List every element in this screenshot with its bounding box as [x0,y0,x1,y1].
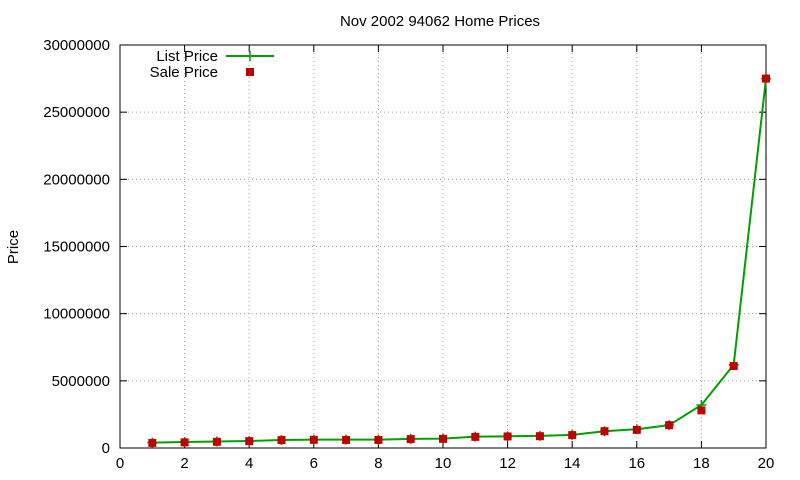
sale-price-point [439,434,447,443]
y-tick-label: 30000000 [43,37,110,54]
sale-price-point [342,435,351,444]
sale-price-point [309,435,318,444]
legend-label-sale-price: Sale Price [150,64,218,81]
sale-price-point [665,421,674,430]
sale-price-point [245,437,254,446]
legend-marker-sale-price [246,68,254,76]
x-tick-label: 10 [435,455,452,472]
sale-price-point [406,435,415,444]
x-tick-label: 4 [245,455,253,472]
y-tick-label: 0 [102,440,110,457]
sale-price-point [729,362,738,371]
sale-price-point [600,427,609,436]
sale-price-point [471,432,480,441]
axes: 0 2 4 6 8 10 12 14 16 18 20 0 5000000 10000000 1500000… [43,37,774,472]
series-layer [147,73,771,448]
chart-title: Nov 2002 94062 Home Prices [340,13,540,30]
x-tick-label: 18 [693,455,710,472]
y-tick-label: 15000000 [43,239,110,256]
y-axis-label: Price [5,230,22,264]
x-tick-label: 2 [180,455,188,472]
y-tick-label: 10000000 [43,306,110,323]
sale-price-point [277,436,286,445]
legend-marker-list-price [245,51,255,61]
x-tick-label: 8 [374,455,382,472]
x-tick-label: 12 [499,455,516,472]
series-line-list-price [152,78,767,444]
x-tick-label: 20 [758,455,775,472]
x-tick-label: 16 [628,455,645,472]
sale-price-point [632,425,641,434]
y-tick-label: 20000000 [43,171,110,188]
legend-label-list-price: List Price [156,48,218,65]
sale-price-point [697,406,706,415]
grid [120,45,766,448]
sale-price-point [148,438,157,447]
sale-price-point [762,74,770,83]
x-tick-label: 14 [564,455,581,472]
y-tick-label: 5000000 [52,373,110,390]
y-tick-label: 25000000 [43,104,110,121]
sale-price-point [503,432,512,441]
x-tick-label: 0 [116,455,124,472]
sale-price-point [212,437,221,446]
sale-price-point [180,438,189,447]
sale-price-point [568,431,577,440]
x-tick-label: 6 [310,455,318,472]
sale-price-point [535,432,544,441]
sale-price-point [374,435,383,444]
